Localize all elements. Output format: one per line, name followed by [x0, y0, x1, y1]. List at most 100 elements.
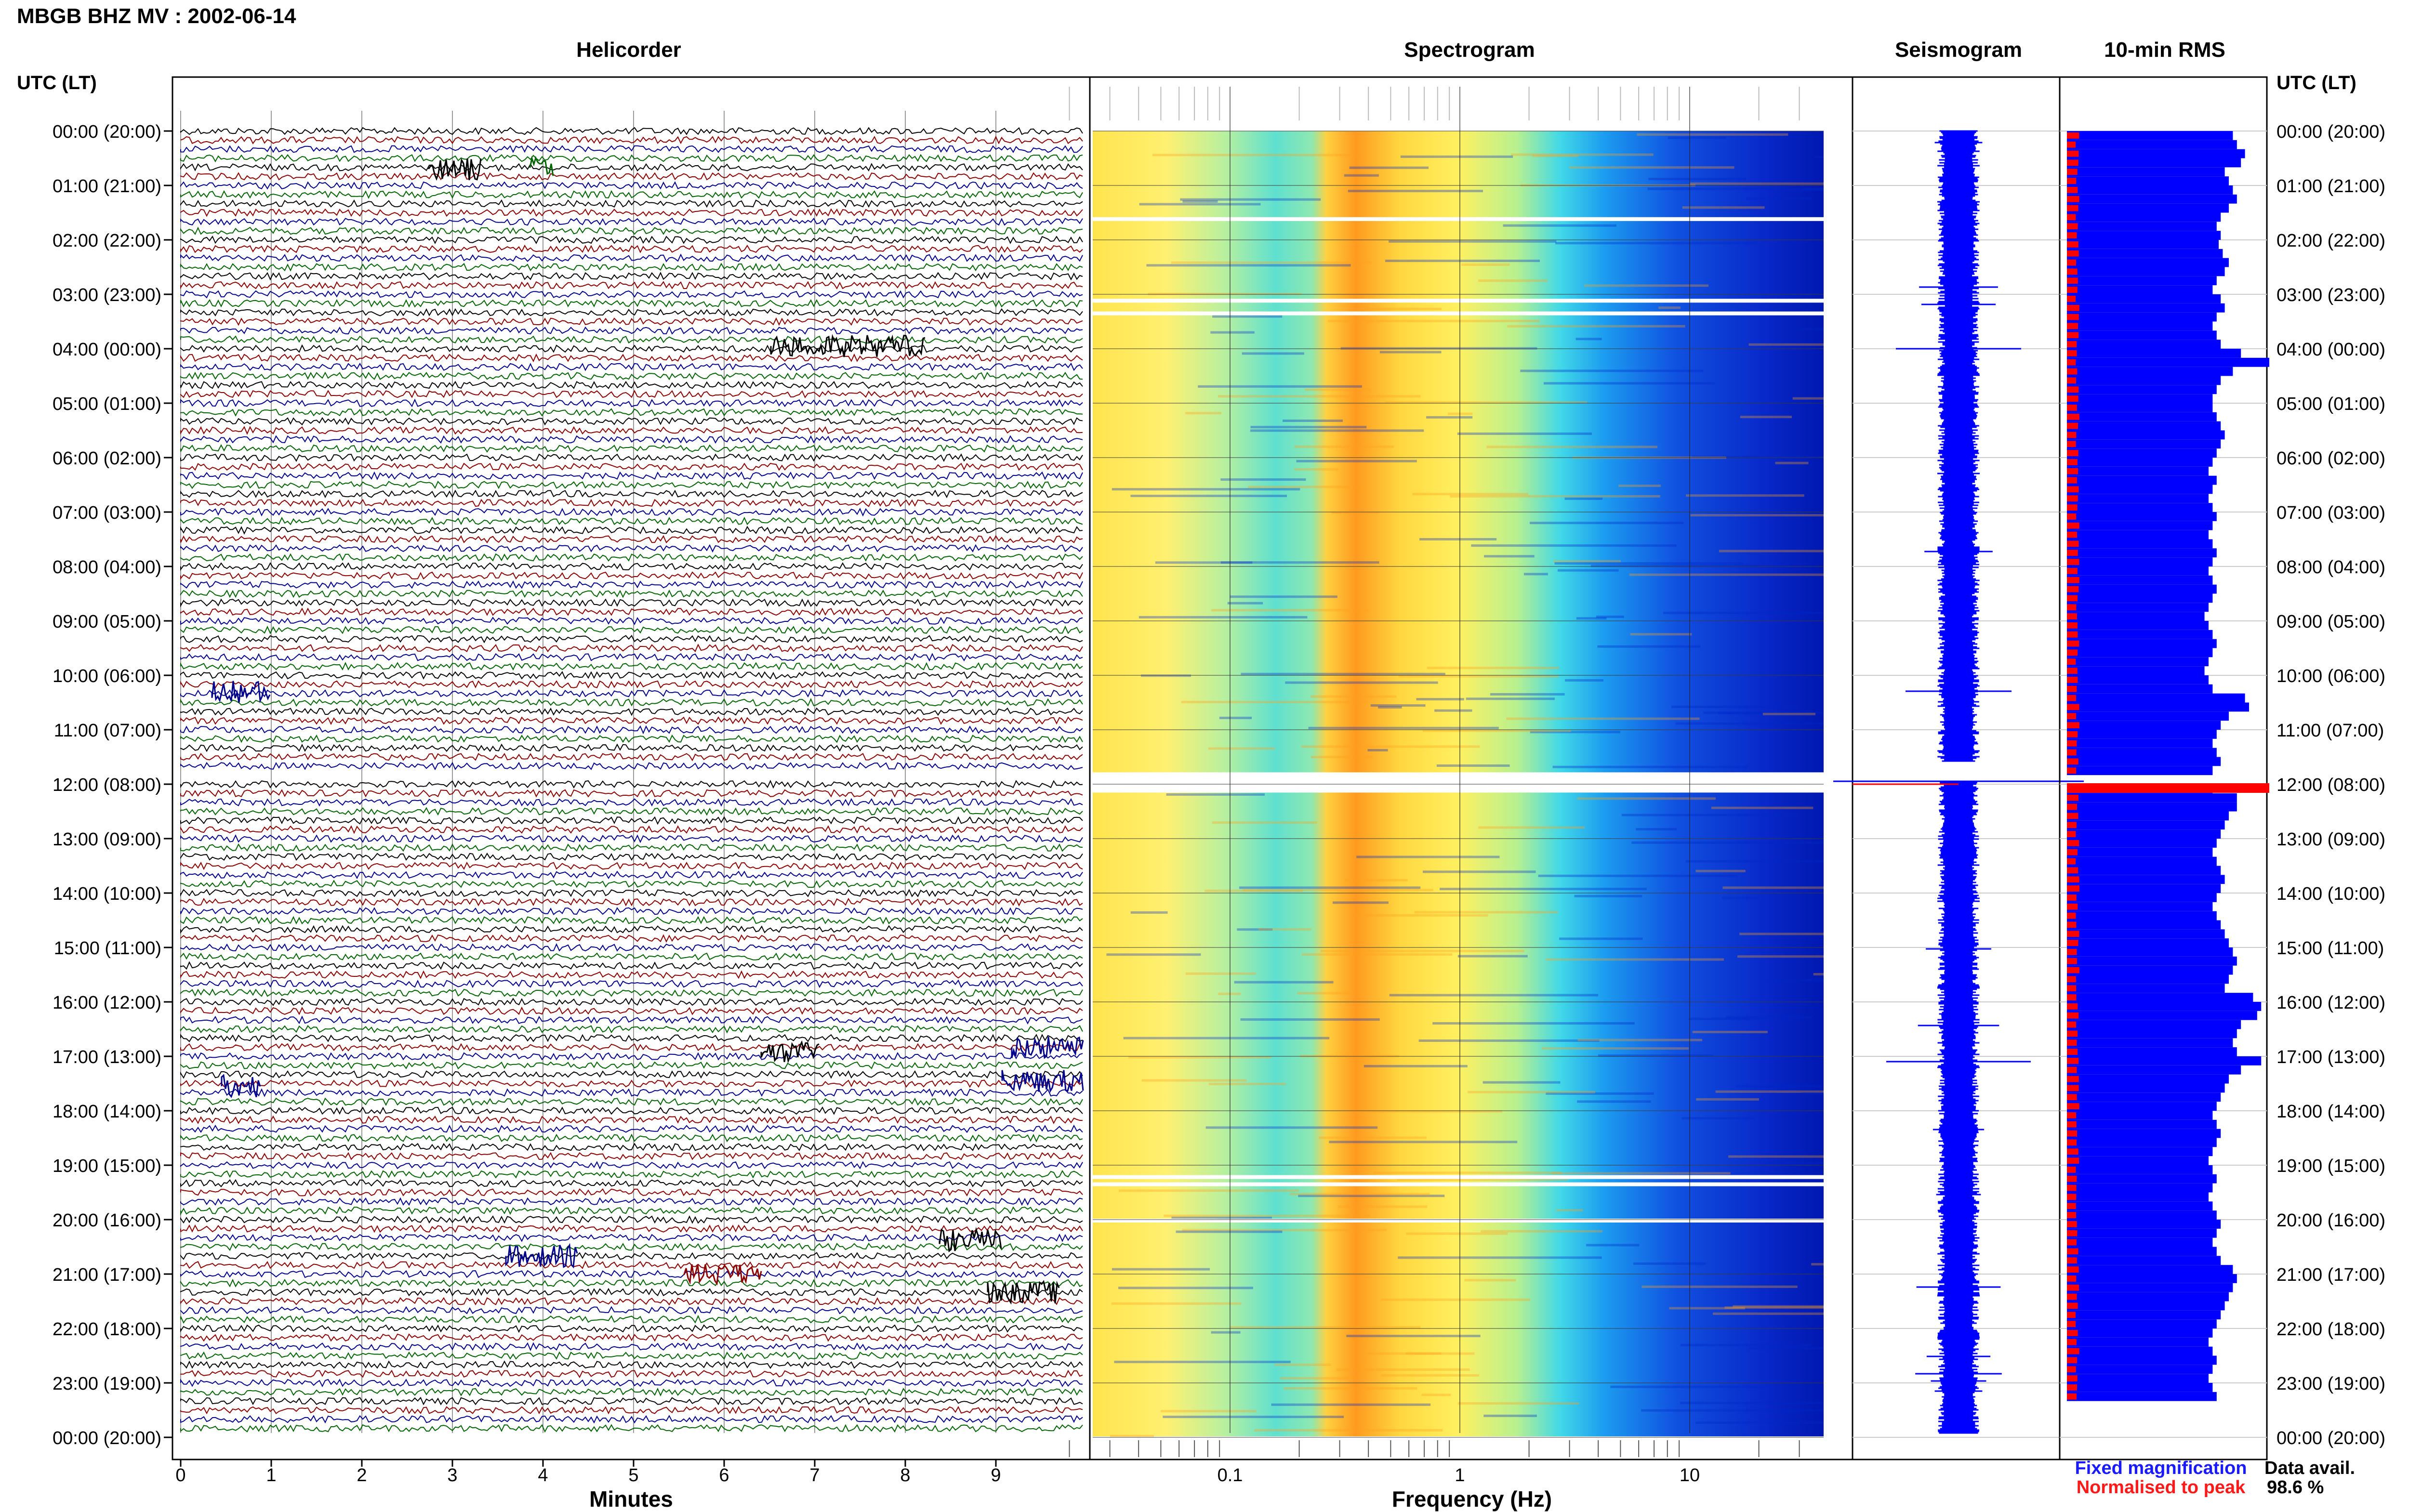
spectrogram-texture — [1675, 722, 1824, 725]
rms-bar-normalised — [2067, 849, 2078, 855]
rms-bar-fixed — [2067, 330, 2217, 340]
rms-bar-normalised — [2067, 205, 2078, 211]
rms-bar-normalised — [2067, 550, 2078, 556]
helicorder-trace — [180, 199, 1083, 208]
rms-bar-fixed — [2067, 1292, 2229, 1302]
helicorder-trace — [180, 1015, 1083, 1025]
spectrogram-texture — [1406, 1232, 1508, 1235]
rms-bar-fixed — [2067, 548, 2217, 558]
helicorder-trace — [180, 1360, 1083, 1369]
spectrogram-texture — [1688, 1017, 1766, 1020]
helicorder-event — [770, 334, 926, 357]
helicorder-trace — [180, 716, 1083, 725]
helicorder-trace — [180, 353, 1083, 363]
time-tick-right: 20:00 (16:00) — [2277, 1210, 2385, 1231]
spectrogram-texture — [1344, 174, 1379, 177]
rms-bar-normalised — [2067, 1058, 2079, 1064]
spectrogram-texture — [1146, 264, 1351, 267]
rms-bar-normalised — [2067, 921, 2077, 928]
time-tick-right: 06:00 (02:00) — [2277, 448, 2385, 469]
spectrogram-texture — [1436, 764, 1510, 767]
helicorder-trace — [180, 489, 1083, 499]
rms-bar-normalised — [2067, 1139, 2077, 1146]
spectrogram-texture — [1138, 616, 1308, 618]
time-tick-left: 23:00 (19:00) — [53, 1374, 161, 1394]
spectrogram-texture — [1792, 397, 1824, 400]
helicorder-trace — [180, 398, 1083, 408]
rms-bar-normalised — [2067, 259, 2077, 266]
rms-bar-normalised — [2067, 477, 2077, 484]
spectrogram-texture — [1374, 1171, 1562, 1174]
spectrogram-gap — [1093, 1182, 1824, 1186]
helicorder-trace — [180, 816, 1083, 825]
helicorder-trace — [180, 426, 1083, 435]
rms-title: 10-min RMS — [2104, 38, 2225, 62]
spectrogram-texture — [1130, 911, 1168, 914]
helicorder-trace — [180, 1188, 1083, 1196]
rms-bar-fixed — [2067, 920, 2221, 930]
rms-bar-normalised — [2067, 1148, 2078, 1155]
spectrogram-texture — [1296, 460, 1417, 462]
helicorder-event — [221, 1074, 261, 1098]
spectrogram-texture — [1434, 709, 1472, 712]
rms-bar-fixed — [2067, 276, 2217, 286]
rms-bar-normalised — [2067, 350, 2077, 356]
helicorder-trace — [180, 1106, 1083, 1115]
helicorder-trace — [180, 181, 1083, 190]
time-tick-left: 17:00 (13:00) — [53, 1047, 161, 1067]
rms-bar-fixed — [2067, 738, 2213, 748]
helicorder-trace — [180, 272, 1083, 281]
spectrogram-texture — [1440, 888, 1647, 891]
rms-bar-fixed — [2067, 285, 2213, 294]
spectrogram-texture — [1338, 1205, 1428, 1208]
spectrogram-texture — [1629, 573, 1824, 576]
spectrogram-texture — [1274, 1363, 1332, 1366]
spectrogram-texture — [1370, 704, 1426, 707]
helicorder-trace — [180, 1215, 1083, 1224]
spectrogram-texture — [1703, 711, 1765, 714]
spectrogram-texture — [1301, 953, 1453, 956]
time-tick-right: 11:00 (07:00) — [2277, 721, 2384, 741]
minute-tick-label: 3 — [447, 1465, 457, 1486]
spectrogram-texture — [1219, 716, 1252, 719]
rms-bar-normalised — [2067, 332, 2079, 339]
spectrogram-texture — [1598, 1054, 1713, 1057]
helicorder-trace — [180, 897, 1083, 907]
rms-bar-fixed — [2067, 203, 2229, 213]
spectrogram-texture — [1554, 562, 1744, 565]
rms-bar-fixed — [2067, 593, 2213, 603]
spectrogram-texture — [1308, 726, 1499, 729]
rms-bar-fixed — [2067, 1346, 2213, 1356]
spectrogram-texture — [1294, 468, 1339, 471]
spectrogram-texture — [1695, 1421, 1824, 1424]
helicorder-trace — [180, 1052, 1083, 1061]
rms-bar-fixed — [2067, 612, 2205, 621]
rms-bar-normalised — [2067, 858, 2076, 865]
spectrogram-texture — [1591, 565, 1790, 567]
spectrogram-texture — [1385, 260, 1540, 263]
spectrogram-texture — [1577, 1039, 1703, 1041]
spectrogram-texture — [1258, 928, 1311, 931]
rms-bar-fixed — [2067, 1265, 2233, 1274]
legend-normalised-to-peak: Normalised to peak — [2077, 1477, 2246, 1498]
time-tick-left: 18:00 (14:00) — [53, 1102, 161, 1122]
rms-bar-normalised — [2067, 794, 2078, 801]
rms-bar-fixed — [2067, 1210, 2217, 1220]
rms-bar-fixed — [2067, 530, 2209, 539]
helicorder-trace — [180, 925, 1083, 934]
helicorder-trace — [180, 208, 1083, 217]
rms-bar-fixed — [2067, 303, 2225, 313]
spectrogram-texture — [1381, 1298, 1530, 1301]
time-tick-left: 01:00 (21:00) — [53, 176, 161, 197]
rms-bar-fixed — [2067, 748, 2217, 757]
helicorder-trace — [180, 1206, 1083, 1216]
helicorder-trace — [180, 562, 1083, 571]
helicorder-trace — [180, 317, 1083, 326]
rms-bar-fixed — [2067, 947, 2233, 957]
spectrogram-texture — [1243, 889, 1433, 892]
spectrogram-texture — [1736, 1085, 1822, 1088]
spectrogram-texture — [1336, 1368, 1470, 1371]
rms-bar-normalised — [2067, 677, 2078, 683]
spectrogram-texture — [1378, 706, 1402, 709]
helicorder-trace — [180, 1070, 1083, 1079]
